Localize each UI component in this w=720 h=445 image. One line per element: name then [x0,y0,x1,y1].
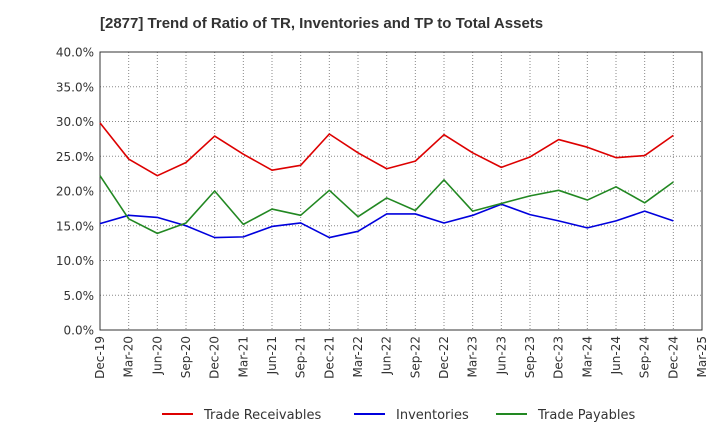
x-tick-label: Mar-20 [122,336,136,377]
x-tick-label: Jun-21 [265,336,279,375]
x-tick-label: Dec-24 [666,336,680,379]
x-tick-label: Jun-22 [380,336,394,375]
y-tick-label: 15.0% [56,219,94,233]
x-tick-label: Sep-22 [408,336,422,378]
plot-border [99,51,703,331]
legend-label: Trade Payables [537,408,635,423]
x-tick-label: Sep-20 [179,336,193,378]
y-tick-label: 30.0% [56,115,94,129]
x-tick-label: Dec-22 [437,336,451,379]
x-tick-label: Sep-21 [294,336,308,378]
series-line-inventories [99,203,674,239]
y-tick-label: 40.0% [56,46,94,60]
x-tick-label: Sep-23 [523,336,537,378]
legend-label: Trade Receivables [203,408,321,423]
x-tick-label: Sep-24 [638,336,652,378]
x-tick-label: Mar-22 [351,336,365,377]
x-tick-label: Mar-24 [580,336,594,377]
x-tick-label: Mar-25 [695,336,709,377]
y-tick-label: 25.0% [56,150,94,164]
x-tick-label: Dec-21 [322,336,336,379]
x-tick-label: Dec-23 [552,336,566,379]
x-tick-label: Jun-20 [150,336,164,375]
y-tick-label: 5.0% [64,289,95,303]
y-tick-label: 10.0% [56,254,94,268]
y-tick-label: 0.0% [64,324,95,338]
x-tick-label: Jun-23 [494,336,508,375]
x-tick-label: Mar-23 [466,336,480,377]
y-tick-label: 35.0% [56,80,94,94]
x-tick-label: Dec-19 [93,336,107,379]
legend-label: Inventories [396,408,469,423]
chart-title: [2877] Trend of Ratio of TR, Inventories… [100,15,544,32]
x-tick-label: Dec-20 [208,336,222,379]
series-line-trade-receivables [99,122,674,177]
y-tick-label: 20.0% [56,185,94,199]
x-tick-label: Jun-24 [609,336,623,375]
x-tick-label: Mar-21 [236,336,250,377]
series-line-trade-payables [99,175,674,235]
